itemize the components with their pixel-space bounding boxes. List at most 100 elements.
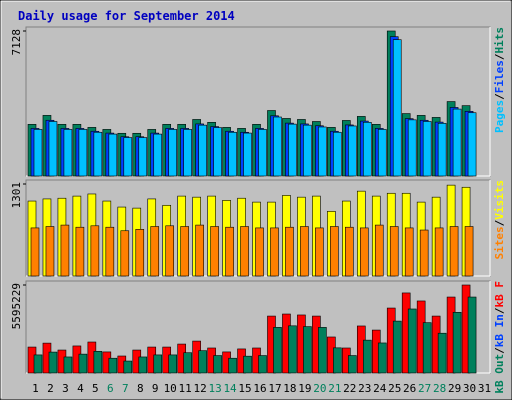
bar [135,229,145,277]
bar [228,357,237,374]
x-tick-label: 19 [298,382,311,395]
bar [273,327,282,374]
bar [333,131,342,177]
x-tick-label: 12 [194,382,207,395]
bar [93,131,103,177]
bar [195,224,204,277]
bar [362,121,372,177]
bar [359,227,369,277]
bar [243,355,252,374]
bar [75,226,85,277]
x-tick-label: 14 [223,382,237,395]
x-tick-label: 1 [32,382,39,395]
bar [198,124,207,177]
bar [168,129,178,177]
x-tick-label: 3 [62,382,69,395]
x-tick-label: 6 [107,382,114,395]
bar [258,129,267,177]
bar [150,226,160,277]
x-tick-label: 22 [343,382,356,395]
bar [270,227,279,277]
bar [467,296,477,374]
bar [362,339,372,374]
bar [33,354,43,374]
legend-entry: kB Out [493,354,506,394]
x-tick-label: 8 [137,382,144,395]
x-tick-label: 31 [478,382,491,395]
bar [243,132,252,177]
bar [180,226,189,277]
legend-entry: Pages [493,100,506,133]
bar [138,137,148,177]
legend-entry: Hits [493,27,506,54]
legend-separator: / [493,53,506,60]
bar [318,327,327,374]
legend-separator: / [493,219,506,226]
bar [392,320,402,374]
legend: Sites/Visits [493,180,506,260]
bar [404,227,414,277]
bar [330,226,339,277]
legend-entry: Files [493,60,506,93]
bar [48,351,58,374]
bar [452,311,462,374]
bar [407,119,417,177]
bar [63,356,73,374]
x-tick-label: 26 [403,382,416,395]
x-tick-label: 28 [433,382,446,395]
bar [198,350,207,374]
bar [228,131,237,177]
x-tick-label: 23 [358,382,371,395]
legend-entry: kB In [493,314,506,347]
bar [389,226,399,277]
bar [377,342,387,374]
legend-entry: Sites [493,226,506,259]
bar [345,226,354,277]
x-tick-label: 2 [47,382,54,395]
x-tick-label: 27 [418,382,431,395]
bar [45,226,55,277]
bar [318,126,327,177]
bar [60,224,70,277]
x-tick-label: 29 [448,382,461,395]
bar [419,229,429,277]
bar [288,325,297,374]
bar [303,124,312,177]
bar [108,357,118,374]
bar [467,112,477,177]
x-tick-label: 20 [313,382,326,395]
legend-separator: / [493,307,506,314]
bar [437,123,447,177]
legend-separator: / [493,93,506,100]
x-tick-label: 17 [268,382,281,395]
bar [78,129,88,177]
x-tick-label: 15 [238,382,251,395]
bar [288,123,297,177]
bar [93,350,103,374]
bar [123,360,133,374]
bar [333,347,342,374]
bar [183,129,192,177]
bar [48,121,58,177]
bar [377,129,387,177]
bar [213,127,222,177]
x-tick-label: 18 [283,382,296,395]
legend: Pages/Files/Hits [493,27,506,133]
bar [138,356,148,374]
x-tick-label: 11 [179,382,192,395]
bar [153,354,163,374]
bar [225,226,234,277]
bar [33,129,43,177]
bar [300,226,309,277]
y-tick-label: 5595229 [10,283,23,329]
bar [123,137,133,177]
bar [422,322,432,374]
x-tick-label: 10 [164,382,177,395]
bar [303,326,312,374]
bar [78,353,88,374]
bar [63,129,73,177]
x-tick-label: 5 [92,382,99,395]
bar [452,108,462,177]
x-tick-label: 16 [253,382,266,395]
